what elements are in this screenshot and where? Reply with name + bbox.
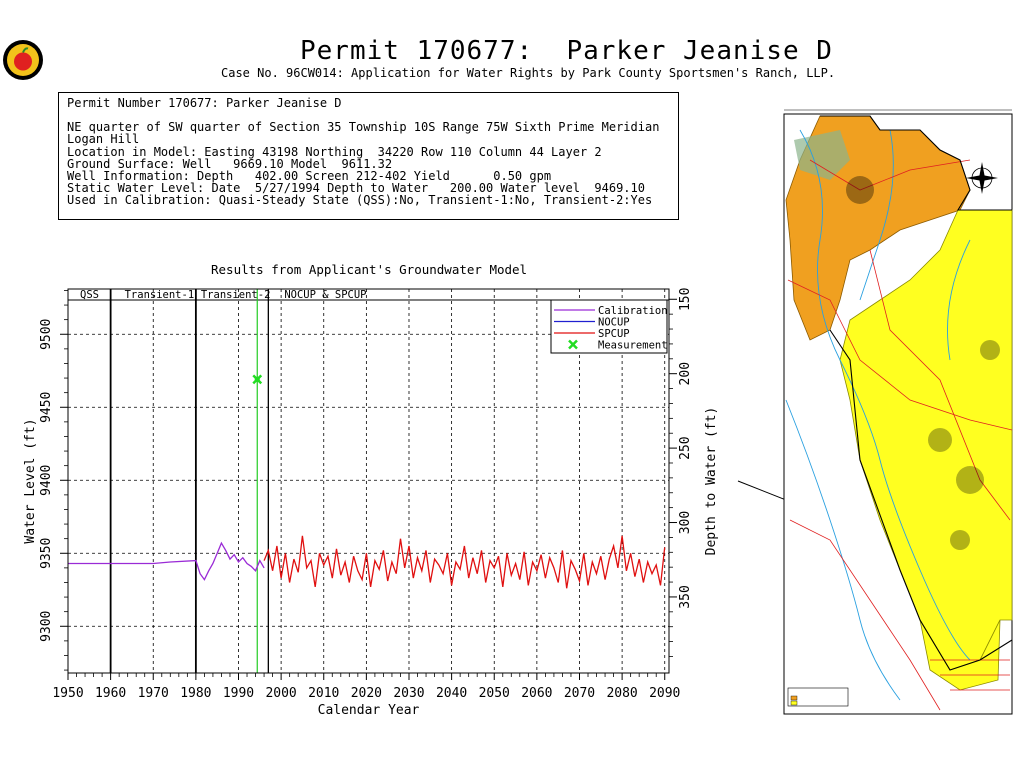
y-tick-label: 9400 [39,465,54,496]
period-label: QSS [80,289,99,301]
info-ground-surface: Ground Surface: Well 9669.10 Model 9611.… [67,156,393,171]
x-tick-label: 1950 [52,686,83,701]
legend-box [550,299,668,354]
axes: 1950 1960 1970 1980 1990 2000 2010 2020 2030 2040… [23,288,719,718]
x-tick-label: 2060 [521,686,552,701]
legend-label: Calibration [598,305,668,317]
x-tick-label: 1980 [180,686,211,701]
x-tick-label: 2040 [436,686,467,701]
x-tick-label: 2050 [479,686,510,701]
x-tick-label: 1960 [95,686,126,701]
period-bands: QSS Transient-1 Transient-2 NOCUP & SPCUP [68,289,669,673]
plot-frame [67,288,670,674]
x-tick-label: 2070 [564,686,595,701]
x-tick-label: 1970 [138,686,169,701]
legend-marker [568,339,578,350]
layer2-region [839,209,1013,671]
info-calibration: Used in Calibration: Quasi-Steady State … [67,193,653,208]
y2-tick-label: 300 [678,511,693,534]
period-label: NOCUP & SPCUP [284,289,366,301]
logo [3,40,43,80]
y-axis-label: Water Level (ft) [23,418,38,543]
period-label: Transient-1 [125,289,195,301]
y2-tick-label: 350 [678,585,693,608]
y-tick-label: 9500 [39,319,54,350]
legend-label: NOCUP [598,317,630,329]
x-tick-label: 1990 [223,686,254,701]
x-tick-label: 2020 [351,686,382,701]
period-label: Transient-2 [201,289,271,301]
series [68,289,666,673]
x-axis-label: Calendar Year [318,703,420,718]
measurement-point [252,374,263,385]
y2-tick-label: 200 [678,362,693,385]
x-tick-label: 2000 [265,686,296,701]
series-calibration [68,541,265,581]
info-static-water: Static Water Level: Date 5/27/1994 Depth… [67,181,645,196]
info-area: Logan Hill [67,132,140,147]
page-title: Permit 170677: Parker Jeanise D [300,36,833,66]
y-tick-label: 9350 [39,538,54,569]
x-tick-label: 2030 [393,686,424,701]
apple-icon [14,52,32,71]
x-tick-label: 2080 [606,686,637,701]
x-tick-label: 2090 [649,686,680,701]
y2-tick-label: 250 [678,436,693,459]
info-well: Well Information: Depth 402.00 Screen 21… [67,169,552,184]
x-tick-label: 2010 [308,686,339,701]
y-tick-label: 9300 [39,611,54,642]
compass-icon [966,162,998,194]
chart-title: Results from Applicant's Groundwater Mod… [211,262,528,277]
y2-axis-label: Depth to Water (ft) [704,407,719,556]
page-subtitle: Case No. 96CW014: Application for Water … [221,66,836,80]
legend-label: Measurement [598,340,668,352]
location-map [783,109,1013,715]
info-location: NE quarter of SW quarter of Section 35 T… [67,120,660,135]
well-info-box: Permit Number 170677: Parker Jeanise D N… [58,92,679,220]
legend-label: SPCUP [598,328,630,340]
y2-tick-label: 150 [678,288,693,311]
info-permit: Permit Number 170677: Parker Jeanise D [67,96,342,110]
y-tick-label: 9450 [39,392,54,423]
series-spcup [263,535,666,589]
info-model-location: Location in Model: Easting 43198 Northin… [67,144,602,159]
